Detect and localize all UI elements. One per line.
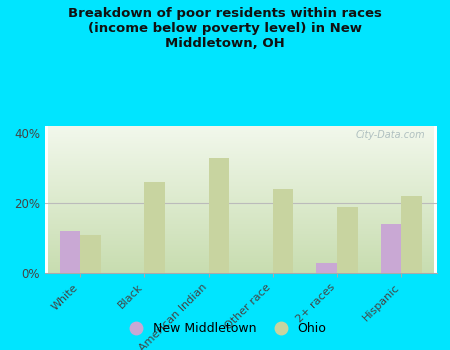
- Bar: [144, 182, 165, 273]
- Bar: [80, 234, 101, 273]
- Bar: [273, 189, 293, 273]
- Bar: [316, 262, 337, 273]
- Bar: [401, 196, 422, 273]
- Text: Breakdown of poor residents within races
(income below poverty level) in New
Mid: Breakdown of poor residents within races…: [68, 7, 382, 50]
- Bar: [60, 231, 80, 273]
- Bar: [209, 158, 229, 273]
- Bar: [381, 224, 401, 273]
- Legend: New Middletown, Ohio: New Middletown, Ohio: [119, 317, 331, 340]
- Text: City-Data.com: City-Data.com: [355, 131, 425, 140]
- Bar: [337, 206, 358, 273]
